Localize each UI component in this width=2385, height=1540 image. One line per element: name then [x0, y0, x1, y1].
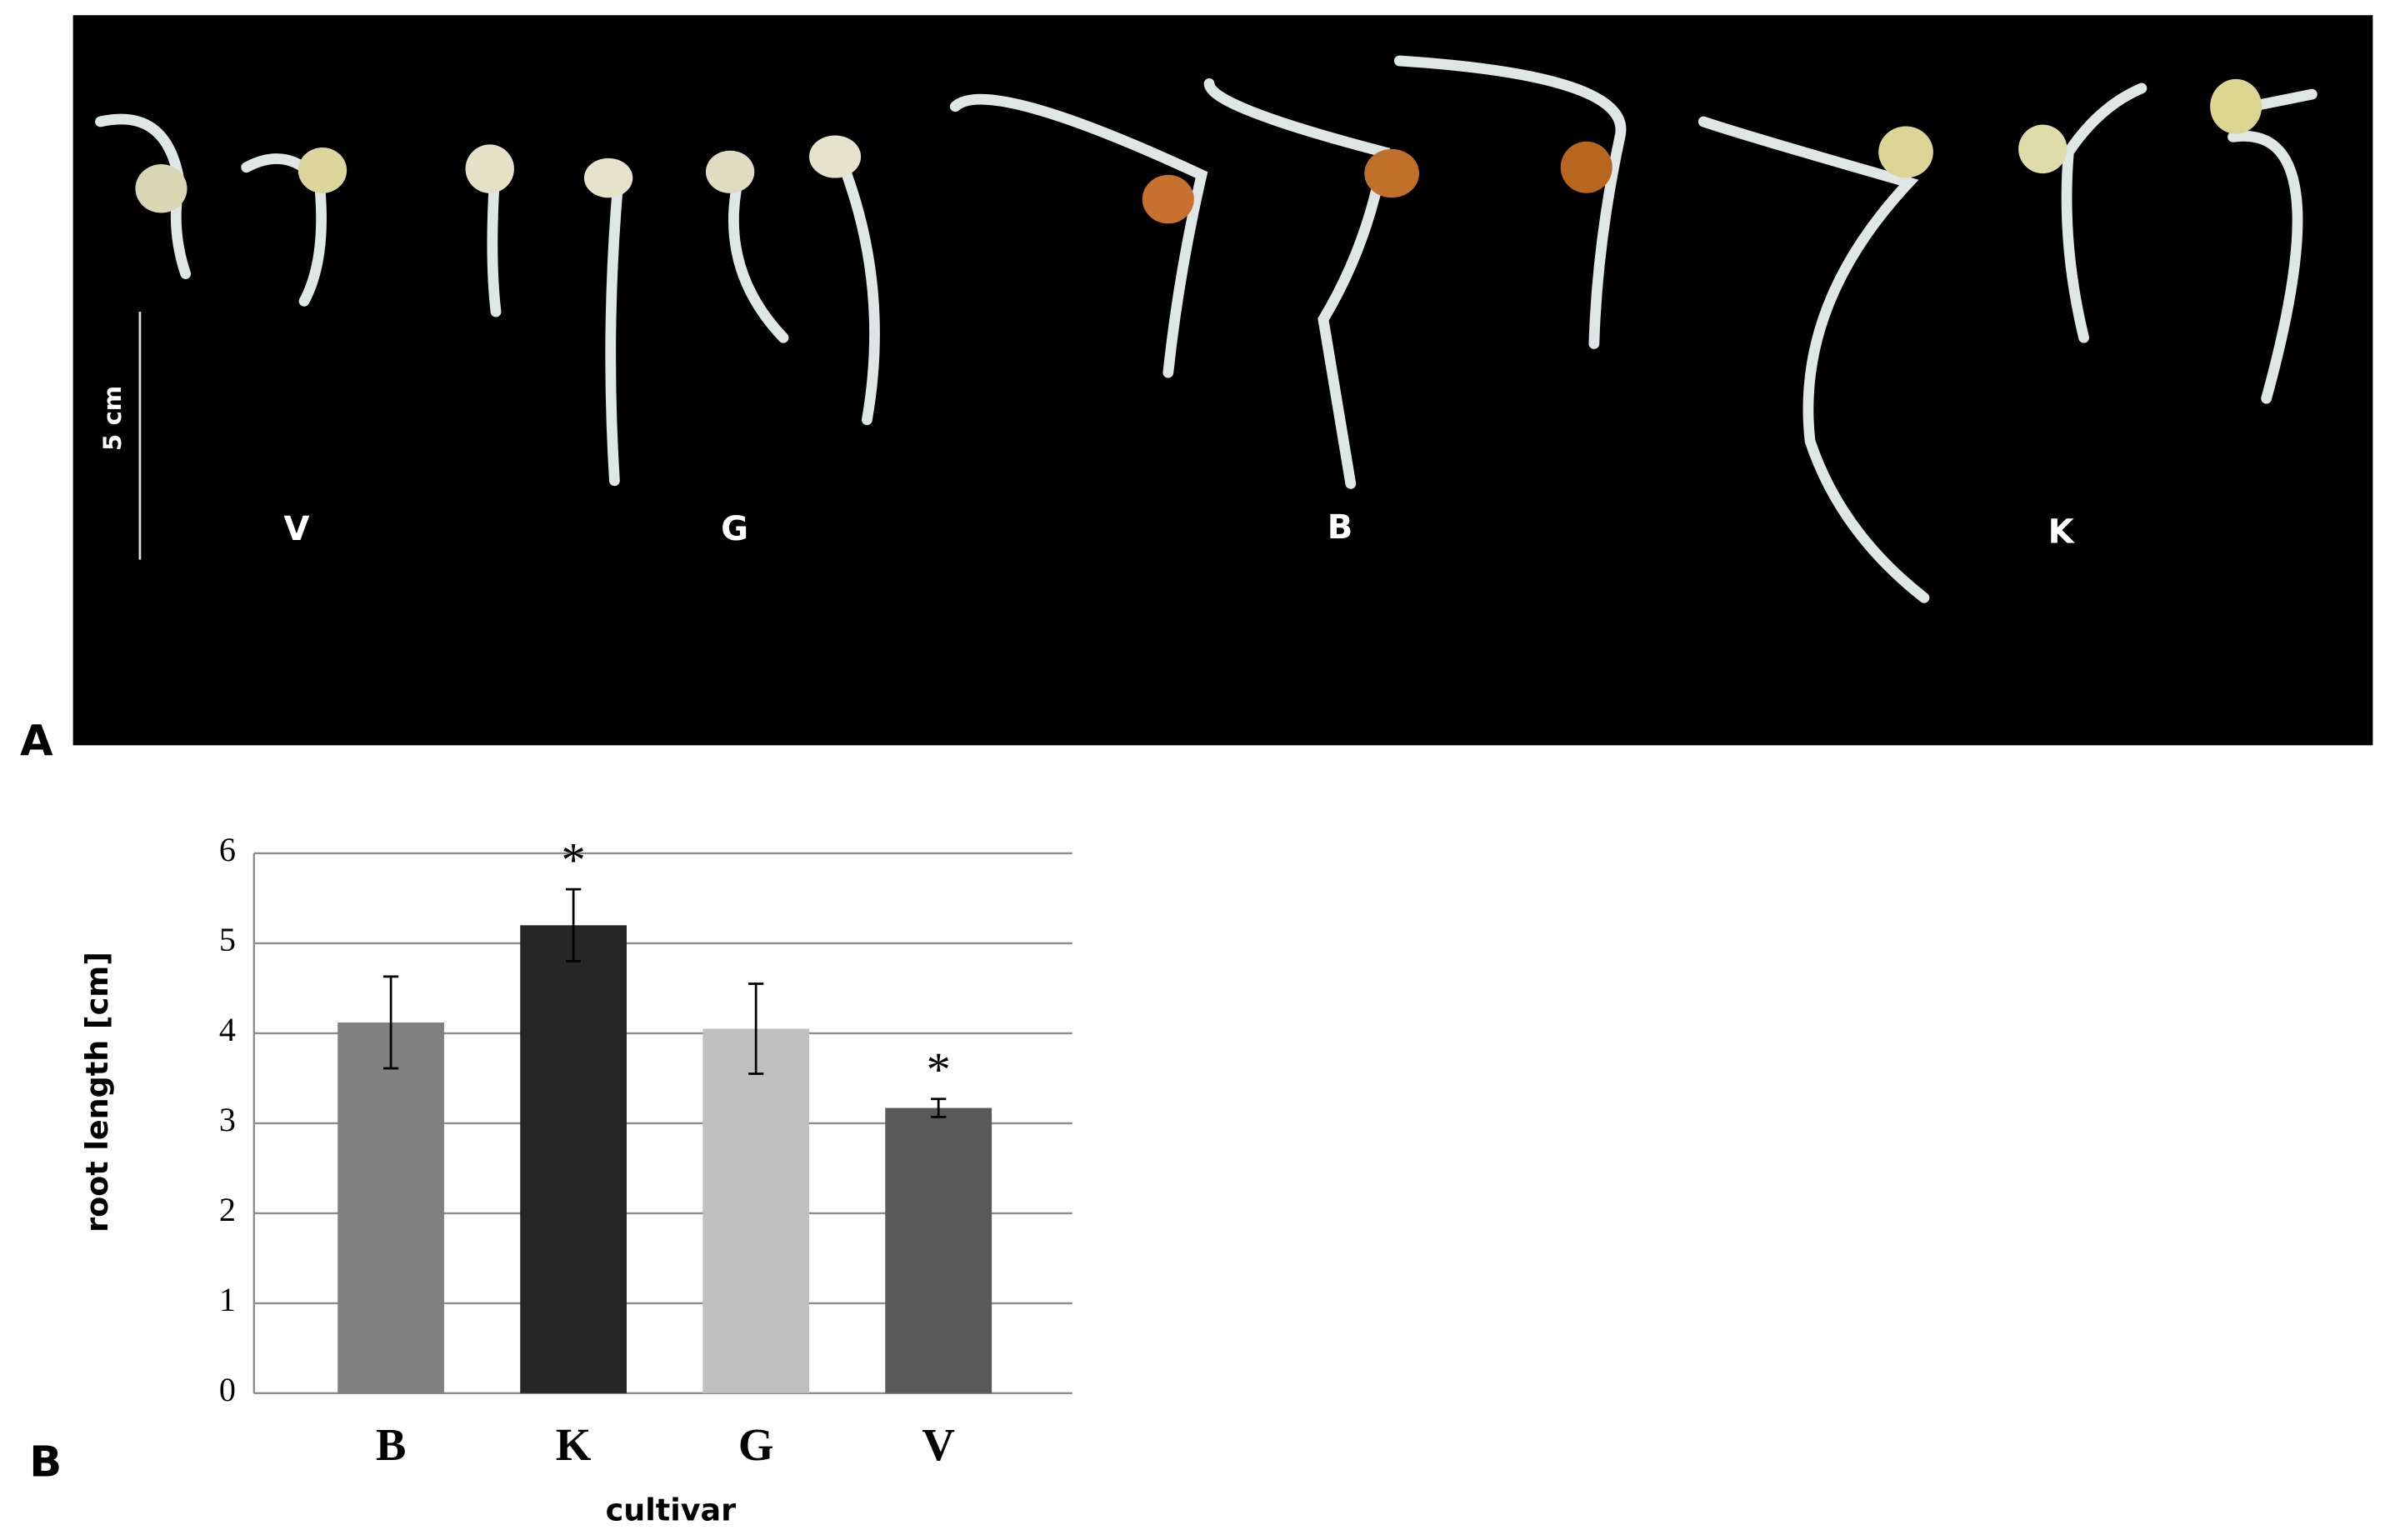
photo-label: B — [1328, 508, 1353, 547]
error-bar — [565, 888, 582, 962]
y-tick-label: 2 — [219, 1191, 236, 1228]
bar — [520, 925, 628, 1393]
bar — [702, 1028, 810, 1393]
seedlings — [95, 55, 2318, 603]
significance-mark: * — [562, 832, 586, 887]
panel-label: B — [29, 1438, 62, 1488]
photo-background — [72, 15, 2373, 746]
error-bar — [748, 982, 764, 1075]
y-tick-label: 4 — [219, 1011, 236, 1048]
bar — [885, 1108, 992, 1393]
y-tick-label: 0 — [219, 1371, 236, 1408]
photo-label: V — [283, 510, 309, 548]
scale-label: 5 cm — [98, 386, 127, 451]
x-tick-label: G — [738, 1419, 774, 1470]
chart-panel: B cultivar root length [cm] 0 1 2 3 4 5 6 B K * G V… — [29, 831, 1072, 1528]
y-tick-label: 3 — [219, 1101, 236, 1138]
x-tick-label: K — [556, 1419, 592, 1470]
x-axis-label: cultivar — [606, 1492, 737, 1528]
y-tick-label: 5 — [219, 921, 236, 958]
photo-panel: 5 cm V G B K A — [20, 15, 2373, 767]
y-tick-label: 1 — [219, 1281, 236, 1318]
bar — [338, 1022, 444, 1393]
x-tick-label: B — [376, 1419, 407, 1470]
photo-label: G — [721, 510, 748, 548]
error-bar — [931, 1098, 947, 1118]
photo-label: K — [2048, 513, 2076, 552]
y-tick-label: 6 — [219, 831, 236, 868]
error-bar — [382, 975, 399, 1070]
y-axis-label: root length [cm] — [79, 952, 115, 1232]
significance-mark: * — [927, 1042, 951, 1097]
panel-label: A — [20, 718, 53, 767]
x-tick-label: V — [922, 1419, 955, 1470]
